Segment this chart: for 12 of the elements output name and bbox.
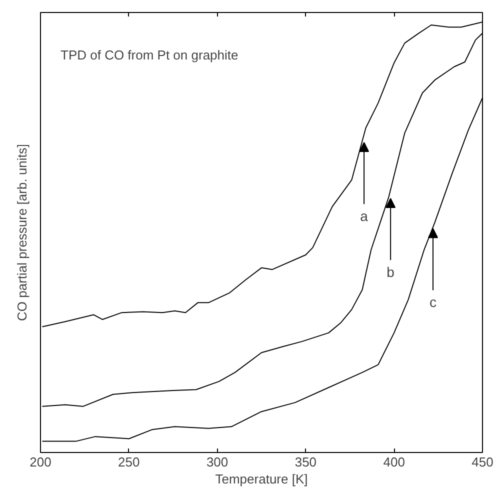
x-tick-label: 300 <box>206 454 228 470</box>
x-tick-label: 250 <box>118 454 140 470</box>
x-tick-label: 200 <box>30 454 52 470</box>
annotation: a <box>360 208 368 224</box>
x-tick-label: 350 <box>294 454 317 470</box>
y-axis-title: CO partial pressure [arb. units] <box>14 144 30 322</box>
x-axis-title: Temperature [K] <box>215 472 308 486</box>
annotation: b <box>386 264 395 280</box>
annotation: c <box>429 294 436 310</box>
x-tick-label: 400 <box>383 454 405 470</box>
text: TPD of CO from Pt on graphite <box>60 48 238 62</box>
x-tick-label: 450 <box>472 454 494 470</box>
